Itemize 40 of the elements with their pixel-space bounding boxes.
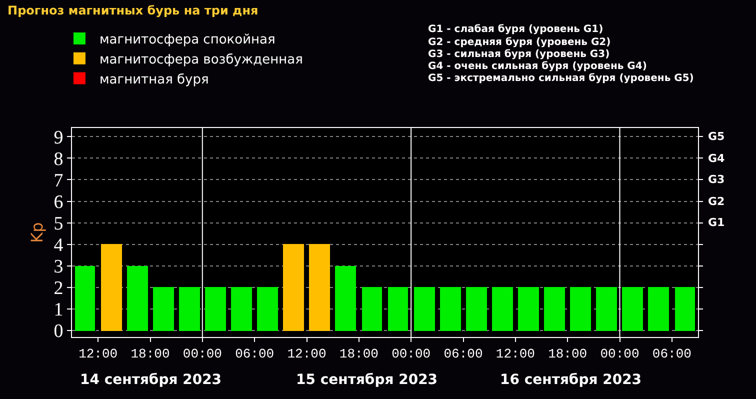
x-tick-label: 18:00 <box>130 346 170 362</box>
y-tick-label: 2 <box>54 278 64 300</box>
x-tick-label: 06:00 <box>444 346 483 362</box>
text: G4 <box>708 152 726 165</box>
text: G3 <box>708 173 725 186</box>
text: 15 сентября 2023 <box>296 372 438 388</box>
x-tick-label: 18:00 <box>548 346 588 362</box>
y-tick-label: 8 <box>54 148 64 170</box>
chart-title: Прогноз магнитных бурь на три дня <box>8 3 258 18</box>
y-tick-label: 3 <box>54 256 64 278</box>
y-tick-label: 6 <box>54 192 64 213</box>
x-tick-label: 00:00 <box>182 346 222 362</box>
x-tick-label: 12:00 <box>496 346 535 362</box>
text: 14 сентября 2023 <box>80 372 222 388</box>
x-tick-label: 06:00 <box>652 346 692 362</box>
text: 16 сентября 2023 <box>500 372 642 388</box>
text: G2 <box>708 195 725 208</box>
y-tick-label: 0 <box>54 321 64 342</box>
legend-label: магнитная буря <box>99 72 209 88</box>
text: G2 - средняя буря (уровень G2) <box>428 37 611 48</box>
x-tick-label: 00:00 <box>392 346 431 362</box>
legend-label: магнитосфера возбужденная <box>99 52 303 68</box>
y-tick-label: 1 <box>54 300 64 321</box>
x-tick-label: 06:00 <box>235 346 274 362</box>
text: G3 - сильная буря (уровень G3) <box>428 49 610 60</box>
text: G5 <box>708 130 725 143</box>
y-tick-label: 5 <box>54 213 64 234</box>
text: G5 - экстремально сильная буря (уровень G5) <box>428 73 694 84</box>
x-tick-label: 12:00 <box>78 346 118 362</box>
text: G1 <box>708 216 725 229</box>
y-tick-label: 9 <box>54 127 64 148</box>
x-tick-label: 00:00 <box>600 346 640 362</box>
x-tick-label: 18:00 <box>339 346 378 362</box>
text: G1 - слабая буря (уровень G1) <box>428 24 604 35</box>
legend-label: магнитосфера спокойная <box>99 32 276 48</box>
y-axis-title: Kp <box>28 222 47 243</box>
y-tick-label: 4 <box>54 235 64 256</box>
y-tick-label: 7 <box>54 170 64 192</box>
text: G4 - очень сильная буря (уровень G4) <box>428 61 647 72</box>
x-tick-label: 12:00 <box>287 346 326 362</box>
